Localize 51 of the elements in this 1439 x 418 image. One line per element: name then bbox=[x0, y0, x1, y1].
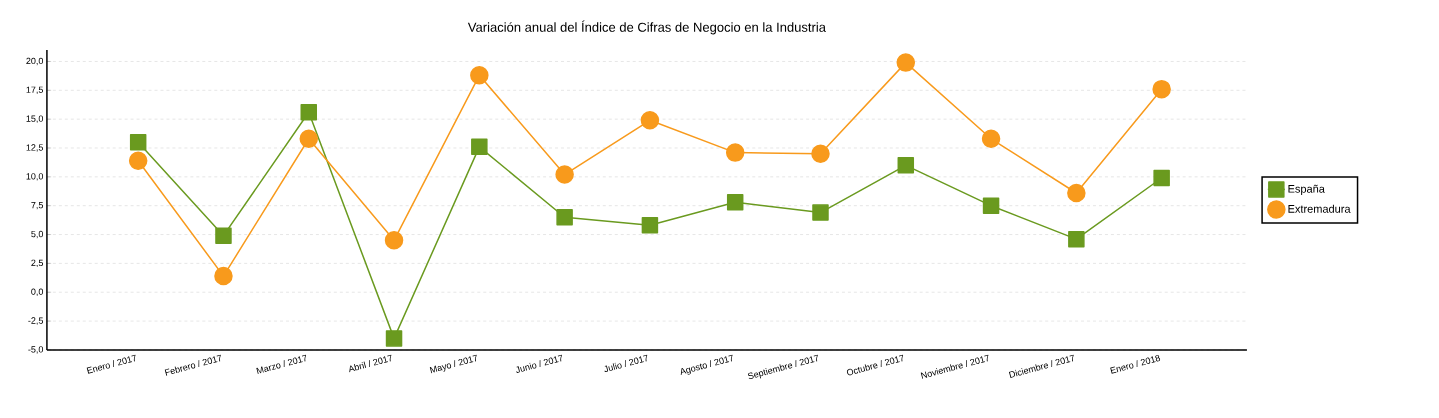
y-tick-label: -5,0 bbox=[28, 346, 44, 354]
x-tick-label: Junio / 2017 bbox=[516, 354, 562, 373]
point bbox=[470, 66, 489, 85]
point bbox=[471, 138, 488, 156]
point bbox=[897, 157, 915, 174]
y-tick-label: 20,0 bbox=[26, 57, 44, 66]
x-tick-label: Mayo / 2017 bbox=[429, 354, 477, 374]
x-tick-label: Diciembre / 2017 bbox=[1008, 354, 1074, 378]
point bbox=[982, 197, 1000, 214]
x-tick-label: Abril / 2017 bbox=[349, 354, 392, 373]
point bbox=[299, 129, 319, 149]
point bbox=[128, 151, 148, 170]
y-tick-label: 15,0 bbox=[26, 115, 44, 123]
legend-label: España bbox=[1288, 184, 1325, 195]
x-tick-label: Octubre / 2017 bbox=[846, 354, 904, 376]
y-tick-label: 17,5 bbox=[26, 86, 44, 94]
point bbox=[1068, 230, 1085, 248]
y-tick-label: 12,5 bbox=[26, 144, 44, 152]
point bbox=[1067, 183, 1086, 203]
x-tick-label: Febrero / 2017 bbox=[164, 354, 221, 376]
point bbox=[215, 227, 232, 244]
x-tick-label: Agosto / 2017 bbox=[680, 354, 733, 375]
x-tick-label: Enero / 2017 bbox=[86, 354, 136, 374]
point bbox=[1153, 169, 1170, 187]
point bbox=[641, 217, 659, 234]
x-tick-label: Enero / 2018 bbox=[1110, 355, 1161, 374]
point bbox=[555, 165, 574, 184]
y-tick-label: 2,5 bbox=[31, 259, 44, 268]
point bbox=[214, 266, 233, 286]
point bbox=[725, 143, 745, 162]
point bbox=[129, 133, 147, 151]
legend-label: Extremadura bbox=[1288, 204, 1351, 213]
point bbox=[556, 208, 573, 226]
y-tick-label: 5,0 bbox=[31, 230, 44, 239]
y-tick-label: -2,5 bbox=[28, 317, 44, 325]
y-tick-label: 0,0 bbox=[31, 288, 44, 296]
y-tick-label: 7,5 bbox=[31, 202, 44, 210]
point bbox=[811, 144, 830, 164]
y-tick-label: 10,0 bbox=[26, 173, 44, 181]
point bbox=[1152, 79, 1171, 99]
point bbox=[812, 204, 829, 221]
point bbox=[300, 103, 318, 121]
x-tick-label: Julio / 2017 bbox=[604, 354, 648, 373]
x-tick-label: Marzo / 2017 bbox=[256, 354, 307, 374]
point bbox=[981, 129, 1001, 149]
chart-title: Variación anual del Índice de Cifras de Negocio en la Industria bbox=[467, 20, 826, 35]
point bbox=[726, 193, 744, 211]
point bbox=[385, 330, 403, 347]
point bbox=[896, 53, 916, 72]
point bbox=[384, 231, 404, 250]
point bbox=[640, 111, 660, 130]
